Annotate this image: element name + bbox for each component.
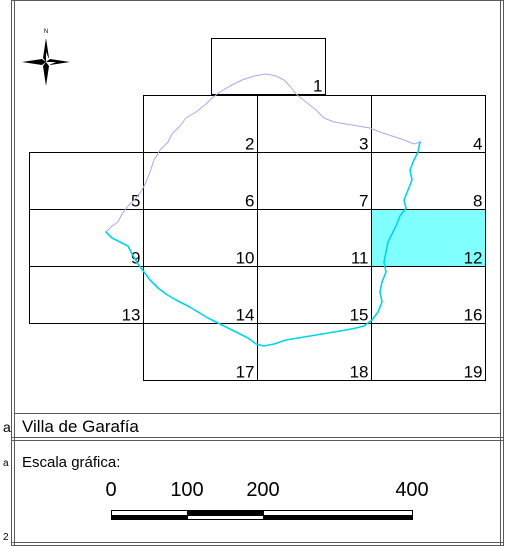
scale-tick-label: 100 bbox=[170, 479, 203, 501]
sheet-label-1: 1 bbox=[313, 77, 322, 96]
sheet-4[interactable] bbox=[371, 95, 486, 153]
coastline-west bbox=[105, 231, 365, 347]
sheet-label-7: 7 bbox=[359, 192, 368, 211]
sheet-label-12: 12 bbox=[464, 249, 483, 268]
coastline bbox=[105, 73, 421, 347]
sheet-6[interactable] bbox=[143, 152, 258, 210]
municipality-name: Villa de Garafía bbox=[22, 417, 139, 436]
sheet-9[interactable] bbox=[29, 209, 144, 267]
sheet-label-18: 18 bbox=[350, 363, 369, 382]
sheet-label-9: 9 bbox=[131, 249, 140, 268]
sheet-label-11: 11 bbox=[351, 249, 369, 268]
sheet-label-17: 17 bbox=[236, 363, 255, 382]
sheet-label-3: 3 bbox=[359, 135, 368, 154]
sheet-label-5: 5 bbox=[131, 192, 140, 211]
edge-fragment: a bbox=[3, 458, 9, 469]
sheet-7[interactable] bbox=[257, 152, 372, 210]
north-label: N bbox=[44, 29, 48, 35]
sheet-label-13: 13 bbox=[122, 306, 141, 325]
scale-tick-label: 400 bbox=[395, 479, 428, 501]
sheet-8[interactable] bbox=[371, 152, 486, 210]
scale-tick-label: 0 bbox=[105, 479, 116, 501]
sheet-label-14: 14 bbox=[236, 306, 255, 325]
sheet-1[interactable] bbox=[211, 38, 326, 95]
coastline-north bbox=[105, 73, 421, 233]
sheet-5[interactable] bbox=[29, 152, 144, 210]
sheet-2[interactable] bbox=[143, 95, 258, 153]
sheet-3[interactable] bbox=[257, 95, 372, 153]
sheet-19[interactable] bbox=[371, 323, 486, 381]
sheet-label-15: 15 bbox=[350, 306, 369, 325]
scale-ticks: 0 100 200 400 bbox=[105, 479, 428, 501]
sheet-label-19: 19 bbox=[464, 363, 483, 382]
scale-bar bbox=[111, 510, 413, 520]
sheet-label-2: 2 bbox=[245, 135, 254, 154]
sheet-label-6: 6 bbox=[245, 192, 254, 211]
edge-fragment: 2 bbox=[3, 532, 9, 543]
coastline-east bbox=[363, 141, 421, 327]
edge-fragment: a bbox=[3, 419, 11, 435]
sheet-label-16: 16 bbox=[464, 306, 483, 325]
sheet-label-4: 4 bbox=[473, 135, 482, 154]
sheet-label-8: 8 bbox=[473, 192, 482, 211]
sheet-label-10: 10 bbox=[236, 249, 255, 268]
scale-tick-label: 200 bbox=[246, 479, 279, 501]
scale-title: Escala gráfica: bbox=[22, 454, 120, 471]
north-arrow-icon: N bbox=[22, 29, 70, 86]
